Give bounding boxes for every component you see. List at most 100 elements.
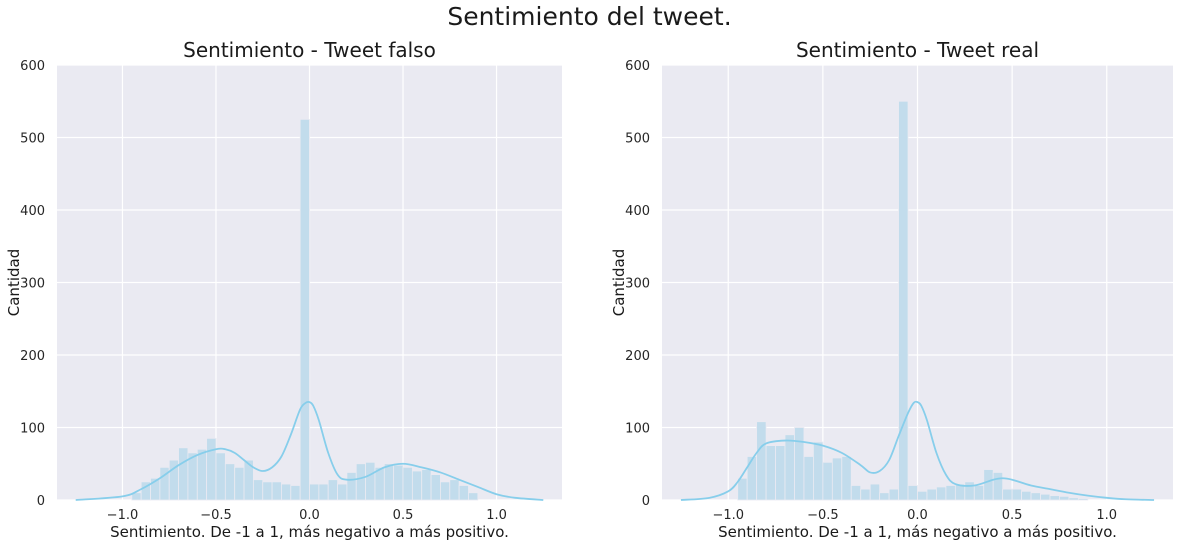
chart-title: Sentimiento - Tweet falso xyxy=(183,38,436,62)
chart-panel-2: −1.0 −0.5 0.0 0.5 1.0 0 100 200 300 400 500 600 Sent… xyxy=(610,38,1173,541)
histogram-bar xyxy=(869,483,881,501)
histogram-bar xyxy=(822,461,833,501)
histogram-bar xyxy=(327,479,338,501)
histogram-bar xyxy=(421,469,432,501)
x-tick-label: −0.5 xyxy=(807,508,839,523)
histogram-bar xyxy=(271,481,282,501)
histogram-bar xyxy=(196,448,208,501)
histogram-bar xyxy=(765,445,776,501)
x-axis-label: Sentimiento. De -1 a 1, más negativo a m… xyxy=(110,523,509,541)
histogram-bar xyxy=(290,485,301,501)
histogram-bar xyxy=(402,466,413,501)
histogram-bar xyxy=(888,488,899,501)
histogram-bar xyxy=(299,118,310,501)
x-tick-label: 0.0 xyxy=(907,508,928,523)
y-tick-label: 300 xyxy=(625,277,650,292)
histogram-bar xyxy=(803,456,814,501)
histogram-bar xyxy=(337,483,348,501)
x-tick-label: −0.5 xyxy=(200,508,232,523)
y-tick-label: 400 xyxy=(20,204,45,219)
histogram-bar xyxy=(346,472,357,501)
histogram-bar xyxy=(318,483,329,501)
histogram-bar xyxy=(355,463,367,501)
histogram-bar xyxy=(458,485,469,501)
chart-title: Sentimiento - Tweet real xyxy=(796,38,1039,62)
x-tick-label: 1.0 xyxy=(1096,508,1117,523)
x-tick-label: −1.0 xyxy=(712,508,744,523)
histogram-bar xyxy=(973,485,985,501)
y-tick-label: 600 xyxy=(20,59,45,74)
histogram-bar xyxy=(746,456,758,501)
histogram-bar xyxy=(850,485,862,501)
histogram-bar xyxy=(262,481,273,501)
histogram-bar xyxy=(992,472,1004,501)
histogram-bar xyxy=(1011,488,1022,501)
histogram-bar xyxy=(468,492,479,501)
histogram-bar xyxy=(936,486,947,501)
y-tick-label: 0 xyxy=(37,494,45,509)
y-tick-label: 500 xyxy=(20,132,45,147)
histogram-bar xyxy=(1068,497,1079,501)
histogram-bar xyxy=(926,488,937,501)
histogram-bar xyxy=(813,441,824,501)
histogram-bar xyxy=(206,437,217,501)
kde-line xyxy=(680,400,1155,501)
histogram-bar xyxy=(794,427,805,501)
histogram-bar xyxy=(411,470,423,501)
kde-line xyxy=(75,400,544,501)
histogram-bar xyxy=(1021,490,1032,501)
histogram-bar xyxy=(449,479,460,501)
figure-title: Sentimiento del tweet. xyxy=(447,2,732,31)
x-axis-label: Sentimiento. De -1 a 1, más negativo a m… xyxy=(718,523,1117,541)
x-tick-label: 0.5 xyxy=(1002,508,1023,523)
histogram-bar xyxy=(945,485,956,501)
histogram-bar xyxy=(756,421,767,501)
histogram-bar xyxy=(841,456,852,501)
histogram-bar xyxy=(365,461,376,501)
histogram-bar xyxy=(281,483,292,501)
histogram-bar xyxy=(383,463,395,501)
histogram-bar xyxy=(1040,493,1051,501)
histogram-bar xyxy=(784,434,795,501)
histogram-bar xyxy=(860,488,871,501)
x-tick-label: −1.0 xyxy=(107,508,139,523)
y-tick-label: 500 xyxy=(625,132,650,147)
histogram-bar xyxy=(898,100,909,501)
histogram-bar xyxy=(879,492,890,501)
histogram-bar xyxy=(393,464,404,501)
histogram-bar xyxy=(831,457,843,501)
chart-panel-1: −1.0 −0.5 0.0 0.5 1.0 0 100 200 300 400 500 600 Sent… xyxy=(5,38,562,541)
histogram-bar xyxy=(964,481,975,501)
y-tick-label: 300 xyxy=(20,277,45,292)
histogram-bar xyxy=(1049,495,1060,501)
histogram-bar xyxy=(224,463,236,501)
histogram-bar xyxy=(252,479,264,501)
y-tick-label: 0 xyxy=(642,494,650,509)
histogram-bar xyxy=(215,452,226,501)
x-tick-label: 0.5 xyxy=(393,508,414,523)
histogram-bar xyxy=(1002,488,1013,501)
histogram-bar xyxy=(983,469,994,501)
y-tick-label: 200 xyxy=(20,349,45,364)
histogram-bar xyxy=(1059,495,1070,501)
y-tick-label: 600 xyxy=(625,59,650,74)
histogram-bar xyxy=(1077,498,1089,501)
y-axis-label: Cantidad xyxy=(610,249,628,316)
histogram-bar xyxy=(309,483,320,501)
histogram-bar xyxy=(917,490,928,501)
x-tick-label: 1.0 xyxy=(486,508,507,523)
histogram-bar xyxy=(440,481,451,501)
y-tick-label: 200 xyxy=(625,349,650,364)
histogram-bar xyxy=(775,445,786,501)
y-axis-label: Cantidad xyxy=(5,249,23,316)
x-tick-label: 0.0 xyxy=(299,508,320,523)
histogram-bar xyxy=(907,485,918,501)
histogram-bar xyxy=(234,466,245,501)
y-tick-label: 100 xyxy=(20,422,45,437)
histogram-bar xyxy=(178,447,189,501)
y-tick-label: 400 xyxy=(625,204,650,219)
histogram-bar xyxy=(1030,492,1041,501)
y-tick-label: 100 xyxy=(625,422,650,437)
histogram-bar xyxy=(430,474,441,501)
